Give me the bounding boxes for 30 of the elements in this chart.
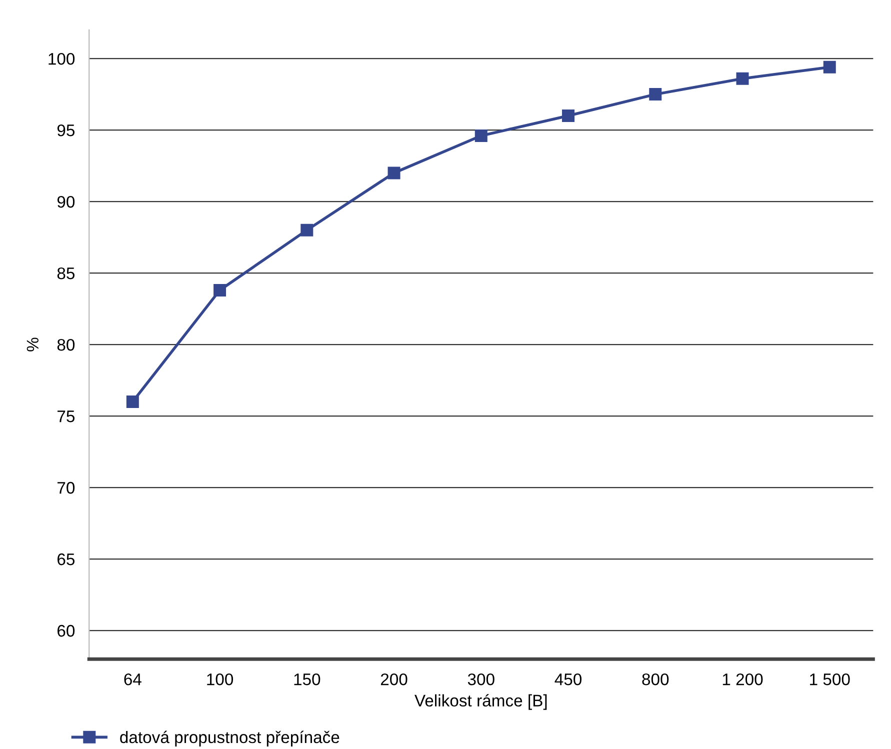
- x-tick-label: 200: [380, 673, 408, 686]
- point: [388, 166, 400, 180]
- x-tick-label: 800: [642, 673, 669, 686]
- point: [562, 110, 575, 122]
- point: [214, 284, 226, 296]
- x-tick-label: 1 200: [722, 673, 763, 686]
- x-tick-label: 100: [207, 673, 234, 686]
- y-tick-label: 95: [57, 124, 75, 136]
- point: [474, 130, 488, 142]
- point: [736, 72, 749, 85]
- y-tick-label: 80: [57, 338, 75, 351]
- y-tick-label: 100: [48, 52, 75, 65]
- y-axis-title: %: [26, 338, 38, 352]
- point: [823, 60, 836, 74]
- y-tick-label: 60: [58, 624, 75, 637]
- y-tick-label: 70: [58, 482, 75, 494]
- point: [649, 88, 662, 101]
- y-tick-label: 85: [57, 267, 75, 280]
- y-tick-label: 90: [57, 196, 75, 208]
- x-tick-label: 450: [554, 673, 582, 686]
- x-tick-label: 64: [124, 673, 142, 686]
- point: [126, 395, 139, 408]
- x-tick-label: 300: [468, 673, 494, 686]
- x-tick-label: 150: [294, 673, 320, 686]
- x-tick-label: 1 500: [810, 673, 850, 686]
- x-axis-title: Velikost rámce [B]: [414, 694, 547, 710]
- y-tick-label: 75: [58, 410, 75, 422]
- legend-label: datová propustnost přepínače: [120, 730, 340, 746]
- y-tick-label: 65: [58, 553, 75, 566]
- point: [300, 224, 314, 236]
